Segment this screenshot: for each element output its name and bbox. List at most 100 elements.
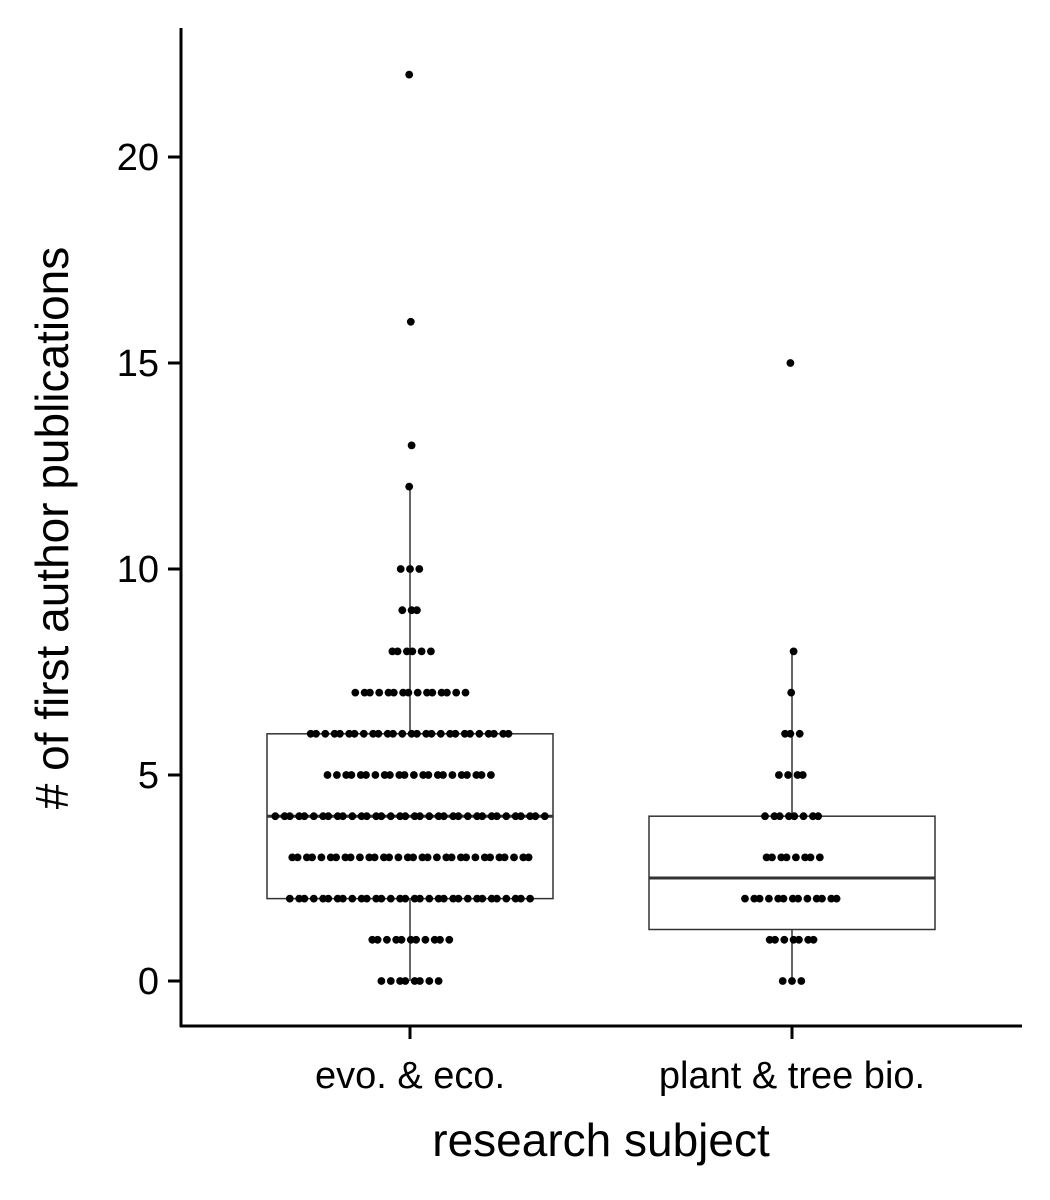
y-tick-label: 5: [138, 755, 159, 797]
data-point: [493, 894, 501, 903]
data-point: [436, 729, 445, 738]
data-point: [300, 894, 309, 903]
data-point: [461, 688, 470, 697]
data-point: [401, 894, 410, 903]
x-ticks: evo. & eco. plant & tree bio.: [315, 1026, 925, 1097]
data-point: [782, 853, 791, 862]
data-point: [517, 812, 525, 821]
data-point: [300, 812, 309, 821]
data-point: [410, 771, 418, 779]
data-point: [795, 935, 803, 944]
data-point: [406, 317, 415, 326]
data-point: [803, 894, 812, 903]
data-point: [792, 853, 800, 862]
data-point: [425, 812, 434, 821]
data-point: [761, 812, 769, 821]
data-point: [504, 729, 513, 738]
data-point: [786, 359, 795, 367]
data-point: [524, 853, 533, 862]
data-point: [416, 977, 424, 985]
data-point: [531, 812, 540, 821]
data-point: [339, 894, 347, 903]
data-point: [799, 812, 808, 821]
data-point: [401, 977, 410, 985]
data-point: [789, 647, 798, 656]
data-point: [346, 853, 355, 862]
data-point: [486, 853, 494, 862]
data-point: [765, 894, 773, 903]
data-point: [408, 647, 417, 656]
data-point: [775, 812, 784, 821]
data-point: [741, 894, 749, 903]
data-point: [815, 853, 824, 862]
data-point: [794, 894, 802, 903]
data-point: [475, 729, 484, 738]
data-point: [412, 935, 420, 944]
data-point: [308, 853, 316, 862]
data-point: [356, 853, 364, 862]
data-point: [425, 894, 434, 903]
data-point: [790, 812, 799, 821]
y-tick-label: 20: [117, 137, 159, 179]
data-point: [362, 771, 370, 779]
data-point: [490, 729, 498, 738]
data-point: [540, 812, 549, 821]
data-point: [779, 894, 788, 903]
data-point: [324, 812, 333, 821]
data-point: [336, 729, 344, 738]
data-point: [405, 70, 414, 79]
data-point: [317, 853, 326, 862]
data-point: [785, 812, 793, 821]
data-point: [406, 565, 414, 573]
data-point: [421, 935, 430, 944]
data-point: [832, 894, 841, 903]
data-point: [386, 771, 394, 779]
data-point: [462, 853, 470, 862]
data-point: [347, 771, 356, 779]
data-point: [427, 647, 435, 656]
data-point: [285, 812, 294, 821]
data-point: [454, 894, 463, 903]
data-point: [428, 688, 437, 697]
data-point: [386, 812, 395, 821]
x-axis-title: research subject: [432, 1114, 770, 1166]
data-point: [471, 853, 480, 862]
data-point: [351, 688, 360, 697]
data-point: [398, 606, 407, 615]
data-point: [416, 894, 424, 903]
data-point: [389, 729, 397, 738]
data-point: [348, 812, 357, 821]
data-point: [324, 894, 333, 903]
data-point: [424, 771, 433, 779]
data-point: [415, 565, 424, 573]
data-point: [405, 482, 414, 491]
data-point: [333, 771, 341, 779]
data-point: [348, 894, 357, 903]
data-point: [332, 853, 340, 862]
data-point: [404, 688, 413, 697]
data-point: [397, 935, 406, 944]
data-point: [452, 688, 461, 697]
data-point: [321, 729, 330, 738]
data-point: [463, 812, 472, 821]
data-point: [439, 894, 448, 903]
data-point: [377, 812, 386, 821]
data-point: [359, 729, 368, 738]
data-point: [375, 688, 384, 697]
data-point: [768, 853, 776, 862]
data-point: [323, 771, 332, 779]
data-point: [814, 812, 823, 821]
data-point: [413, 688, 422, 697]
data-point: [423, 853, 432, 862]
data-point: [386, 894, 395, 903]
data-point: [371, 771, 380, 779]
data-point: [389, 688, 398, 697]
data-point: [413, 729, 421, 738]
data-point: [454, 812, 463, 821]
data-point: [309, 894, 318, 903]
data-point: [500, 853, 509, 862]
data-point: [788, 977, 796, 985]
data-point: [339, 812, 347, 821]
data-point: [393, 647, 402, 656]
y-tick-label: 0: [138, 961, 159, 1003]
